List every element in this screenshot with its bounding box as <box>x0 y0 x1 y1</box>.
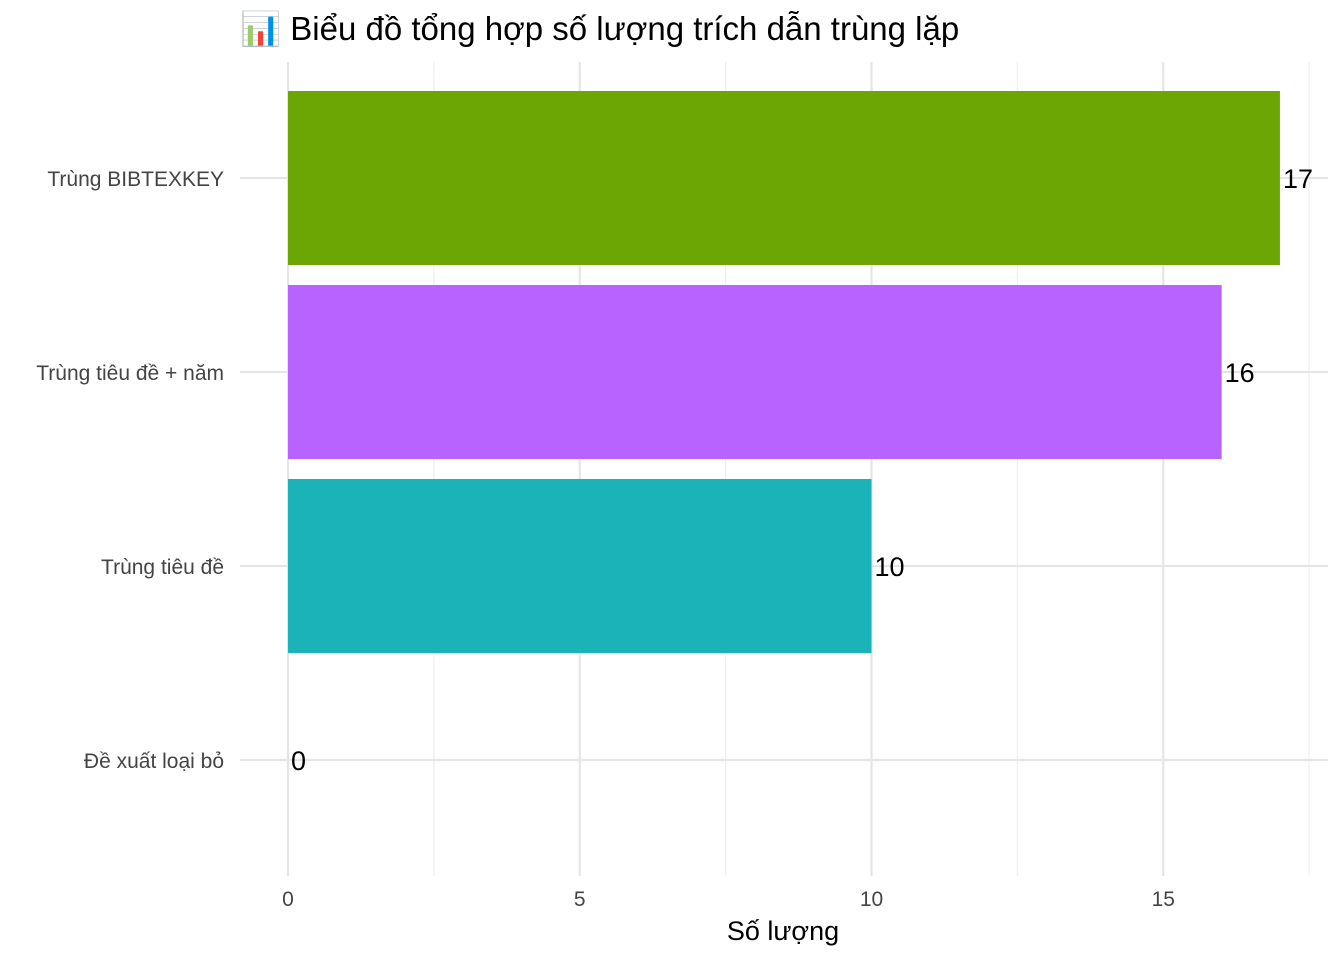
bar <box>288 91 1280 265</box>
x-axis-ticks: 0 5 10 15 <box>282 888 1175 911</box>
bars <box>288 91 1280 653</box>
bar <box>288 285 1222 459</box>
y-tick-label: Trùng BIBTEXKEY <box>47 168 224 191</box>
chart-title: 📊 Biểu đồ tổng hợp số lượng trích dẫn tr… <box>240 10 959 48</box>
y-tick-label: Đề xuất loại bỏ <box>84 750 224 773</box>
x-axis-label: Số lượng <box>727 916 839 946</box>
x-tick-label: 15 <box>1152 888 1175 911</box>
bar <box>288 479 872 653</box>
data-labels: 17 16 10 0 <box>291 164 1313 776</box>
y-axis-ticks: Trùng BIBTEXKEY Trùng tiêu đề + năm Trùng … <box>36 168 224 773</box>
data-label: 10 <box>875 552 905 582</box>
data-label: 0 <box>291 746 306 776</box>
y-tick-label: Trùng tiêu đề + năm <box>36 362 224 385</box>
x-tick-label: 0 <box>282 888 294 911</box>
x-tick-label: 10 <box>860 888 883 911</box>
x-tick-label: 5 <box>574 888 586 911</box>
y-tick-label: Trùng tiêu đề <box>101 556 224 579</box>
data-label: 17 <box>1283 164 1313 194</box>
data-label: 16 <box>1225 358 1255 388</box>
